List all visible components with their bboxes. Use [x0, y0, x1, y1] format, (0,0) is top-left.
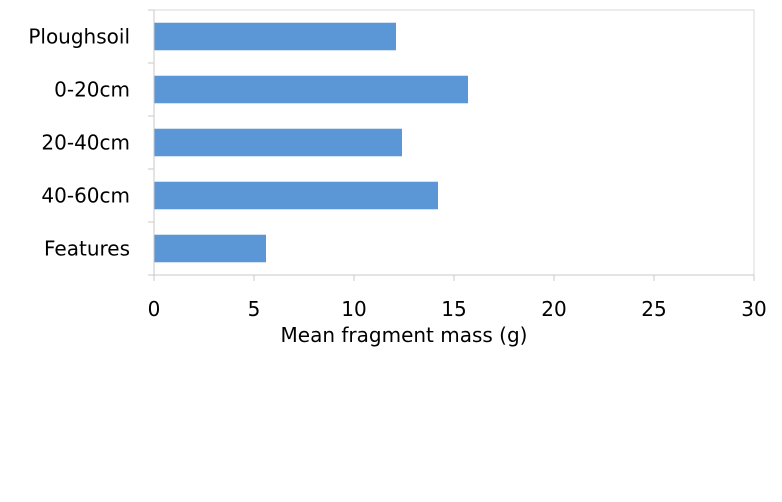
x-tick-label: 0: [148, 297, 161, 321]
category-label: 20-40cm: [41, 131, 130, 155]
bar-ploughsoil: [154, 22, 396, 51]
bars-group: [154, 22, 468, 263]
x-tick-label: 25: [641, 297, 666, 321]
x-axis-title: Mean fragment mass (g): [281, 323, 528, 347]
x-tick-label: 5: [248, 297, 261, 321]
category-label: 0-20cm: [54, 78, 130, 102]
x-axis-ticks: 0 5 10 15 20 25 30: [148, 9, 767, 321]
bar-40-60cm: [154, 181, 438, 210]
category-label: 40-60cm: [41, 184, 130, 208]
bar-features: [154, 234, 266, 263]
category-label: Features: [44, 237, 130, 261]
x-tick-label: 30: [741, 297, 766, 321]
x-tick-label: 10: [341, 297, 366, 321]
category-labels: Ploughsoil 0-20cm 20-40cm 40-60cm Features: [28, 25, 130, 261]
bar-20-40cm: [154, 128, 402, 157]
x-tick-label: 15: [441, 297, 466, 321]
category-label: Ploughsoil: [28, 25, 130, 49]
x-tick-label: 20: [541, 297, 566, 321]
bar-0-20cm: [154, 75, 468, 104]
